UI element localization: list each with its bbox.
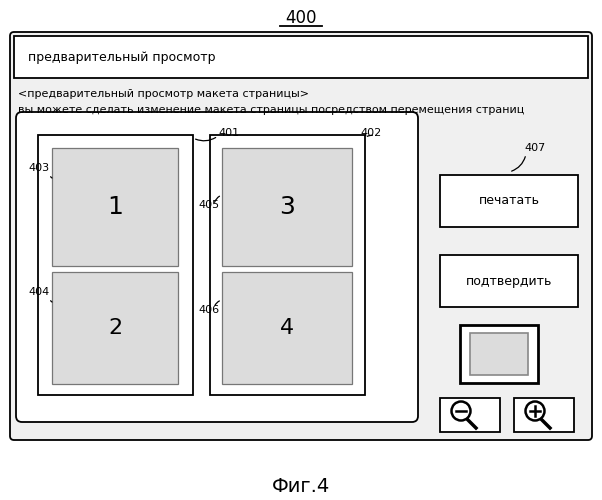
Text: 400: 400 bbox=[285, 9, 317, 27]
Text: 1: 1 bbox=[107, 195, 123, 219]
Bar bbox=[52, 272, 178, 384]
Text: <предварительный просмотр макета страницы>: <предварительный просмотр макета страниц… bbox=[18, 89, 309, 99]
Bar bbox=[460, 325, 538, 383]
Bar bbox=[222, 272, 352, 384]
Bar bbox=[514, 398, 574, 432]
FancyBboxPatch shape bbox=[16, 112, 418, 422]
Text: 403: 403 bbox=[28, 163, 49, 173]
Text: Фиг.4: Фиг.4 bbox=[272, 476, 330, 496]
Text: 4: 4 bbox=[280, 318, 294, 338]
Bar bbox=[222, 148, 352, 266]
Text: 406: 406 bbox=[198, 305, 219, 315]
FancyBboxPatch shape bbox=[10, 32, 592, 440]
Bar bbox=[210, 135, 365, 395]
Text: 401: 401 bbox=[218, 128, 239, 138]
Text: подтвердить: подтвердить bbox=[466, 274, 552, 287]
Text: вы можете сделать изменение макета страницы посредством перемещения страниц: вы можете сделать изменение макета стран… bbox=[18, 105, 524, 115]
Text: 2: 2 bbox=[108, 318, 122, 338]
Bar bbox=[38, 135, 193, 395]
Text: 405: 405 bbox=[198, 200, 219, 210]
Text: предварительный просмотр: предварительный просмотр bbox=[28, 50, 216, 64]
Bar bbox=[14, 36, 588, 78]
Bar bbox=[440, 255, 578, 307]
Text: 3: 3 bbox=[279, 195, 295, 219]
Text: 402: 402 bbox=[360, 128, 381, 138]
Bar bbox=[440, 398, 500, 432]
Bar bbox=[440, 175, 578, 227]
Text: 407: 407 bbox=[524, 143, 545, 153]
Text: 404: 404 bbox=[28, 287, 49, 297]
Bar bbox=[470, 333, 528, 375]
Text: печатать: печатать bbox=[479, 194, 539, 207]
Bar bbox=[52, 148, 178, 266]
